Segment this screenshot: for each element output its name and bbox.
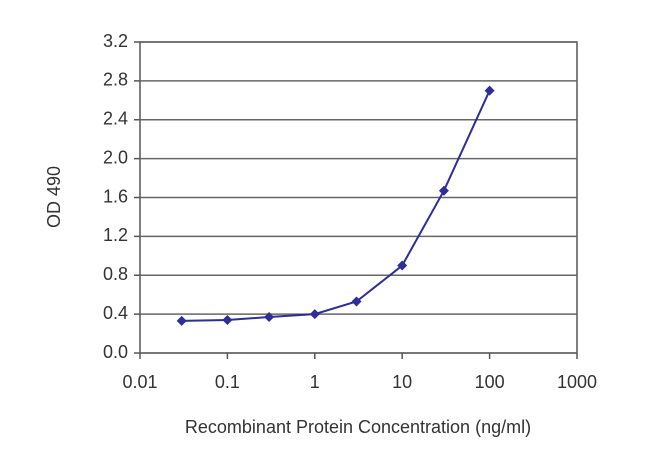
y-tick-label: 2.8 — [103, 70, 128, 90]
y-tick-label: 0.8 — [103, 264, 128, 284]
x-tick-label: 0.01 — [122, 372, 157, 392]
y-tick-label: 3.2 — [103, 31, 128, 51]
data-line — [181, 90, 491, 322]
data-point — [351, 296, 362, 307]
y-tick-label: 0.0 — [103, 342, 128, 362]
y-tick-label: 2.0 — [103, 147, 128, 167]
x-tick-label: 1 — [310, 372, 320, 392]
data-point — [222, 314, 233, 325]
y-tick-label: 1.2 — [103, 225, 128, 245]
x-tick-label: 1000 — [557, 372, 597, 392]
data-point — [309, 309, 320, 320]
x-tick-label: 0.1 — [215, 372, 240, 392]
y-tick-label: 2.4 — [103, 109, 128, 129]
data-point — [264, 312, 275, 323]
data-point — [176, 315, 187, 326]
y-tick-label: 1.6 — [103, 186, 128, 206]
y-axis-label: OD 490 — [44, 166, 64, 228]
y-tick-label: 0.4 — [103, 303, 128, 323]
data-point — [438, 185, 449, 196]
x-tick-label: 100 — [475, 372, 505, 392]
x-axis-label: Recombinant Protein Concentration (ng/ml… — [185, 417, 531, 437]
x-tick-label: 10 — [392, 372, 412, 392]
data-point — [397, 260, 408, 271]
data-point — [484, 85, 495, 96]
